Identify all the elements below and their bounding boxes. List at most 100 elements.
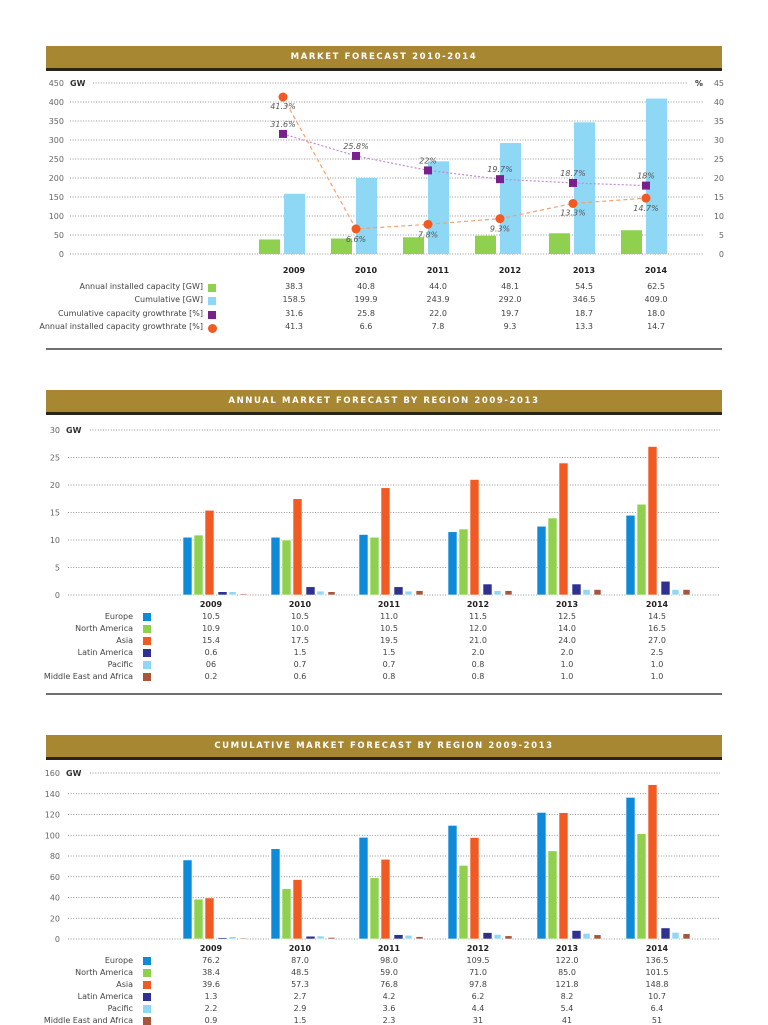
- table-cell: 24.0: [558, 636, 576, 645]
- legend-label: Middle East and Africa: [43, 672, 133, 681]
- legend-label: Latin America: [77, 648, 133, 657]
- table-cell: 11.5: [469, 612, 487, 621]
- table-cell: 1.5: [293, 1016, 307, 1025]
- table-cell: 6.4: [650, 1004, 664, 1013]
- bar-latin-america-2010: [305, 935, 316, 940]
- table-cell: 122.0: [555, 956, 579, 965]
- point-label: 19.7%: [487, 165, 512, 174]
- table-cell: 27.0: [648, 636, 666, 645]
- y-tick-left: 300: [49, 136, 64, 145]
- bar-cumulative-2010: [356, 178, 377, 254]
- bar-north-america-2013: [547, 517, 558, 596]
- point-label: 7.8%: [418, 230, 438, 239]
- table-cell: 54.5: [575, 282, 593, 291]
- table-cell: 0.7: [293, 660, 307, 669]
- year-header: 2010: [288, 600, 312, 609]
- table-cell: 6.6: [359, 322, 373, 331]
- bar-asia-2010: [292, 879, 303, 940]
- point-cumulative-growth-2014: [642, 181, 650, 190]
- bar-asia-2013: [558, 812, 569, 940]
- bar-north-america-2009: [193, 898, 204, 940]
- bar-europe-2013: [536, 525, 547, 596]
- table-cell: 0.9: [204, 1016, 218, 1025]
- year-header: 2009: [282, 266, 306, 275]
- legend-swatch-icon: [143, 649, 151, 657]
- point-annual-growth-2013: [568, 198, 578, 208]
- table-cell: 40.8: [357, 282, 375, 291]
- legend-label: North America: [75, 624, 133, 633]
- bar-annual-2014: [621, 230, 642, 254]
- y-tick-left: 100: [49, 212, 64, 221]
- legend-label: Europe: [104, 956, 133, 965]
- bar-latin-america-2011: [393, 934, 404, 940]
- table-cell: 76.2: [202, 956, 220, 965]
- bar-middle-east-and-africa-2010: [327, 937, 336, 940]
- bar-latin-america-2009: [217, 937, 228, 940]
- bar-latin-america-2013: [571, 930, 582, 940]
- y-tick-left: 50: [54, 231, 64, 240]
- table-cell: 25.8: [357, 309, 375, 318]
- table-cell: 0.8: [471, 672, 485, 681]
- bar-annual-2009: [259, 239, 280, 254]
- y-tick-right: 10: [714, 212, 724, 221]
- right-axis-unit: %: [695, 79, 703, 88]
- bar-north-america-2014: [636, 503, 647, 596]
- bar-middle-east-and-africa-2014: [682, 589, 691, 596]
- legend-swatch-icon: [143, 1005, 151, 1013]
- table-cell: 39.6: [202, 980, 220, 989]
- bar-asia-2009: [204, 509, 215, 596]
- y-tick: 80: [50, 852, 60, 861]
- y-tick: 160: [45, 769, 60, 778]
- bar-middle-east-and-africa-2014: [682, 933, 691, 940]
- legend-swatch-icon: [143, 613, 151, 621]
- y-tick: 100: [45, 831, 60, 840]
- point-annual-growth-2014: [641, 193, 651, 203]
- year-header: 2010: [354, 266, 378, 275]
- bar-pacific-2012: [493, 590, 502, 596]
- y-tick: 0: [55, 935, 60, 944]
- table-cell: 10.7: [648, 992, 666, 1001]
- bar-middle-east-and-africa-2012: [504, 590, 513, 596]
- bar-pacific-2009: [228, 591, 237, 596]
- legend-swatch-icon: [143, 1017, 151, 1025]
- table-cell: 44.0: [429, 282, 447, 291]
- bar-asia-2012: [469, 479, 480, 596]
- legend-label: Pacific: [107, 660, 133, 669]
- y-tick-right: 30: [714, 136, 724, 145]
- year-header: 2014: [645, 600, 669, 609]
- bar-cumulative-2009: [284, 193, 305, 254]
- point-cumulative-growth-2011: [424, 166, 432, 175]
- legend-label: Cumulative capacity growthrate [%]: [58, 309, 203, 318]
- legend-swatch-icon: [208, 284, 216, 292]
- y-tick-right: 20: [714, 174, 724, 183]
- table-cell: 9.3: [503, 322, 517, 331]
- table-cell: 97.8: [469, 980, 487, 989]
- bar-cumulative-2012: [500, 143, 521, 254]
- table-cell: 85.0: [558, 968, 576, 977]
- table-cell: 38.3: [285, 282, 303, 291]
- bar-cumulative-2011: [428, 161, 449, 254]
- bar-europe-2012: [447, 825, 458, 940]
- table-cell: 0.8: [382, 672, 396, 681]
- year-header: 2014: [645, 944, 669, 953]
- chart1-divider: [46, 348, 722, 350]
- table-cell: 18.7: [575, 309, 593, 318]
- legend-swatch-icon: [143, 981, 151, 989]
- y-tick: 20: [50, 914, 60, 923]
- year-header: 2010: [288, 944, 312, 953]
- bar-latin-america-2012: [482, 932, 493, 940]
- y-tick: 30: [50, 426, 60, 435]
- point-annual-growth-2011: [423, 219, 433, 229]
- bar-middle-east-and-africa-2009: [239, 593, 248, 596]
- year-header: 2011: [426, 266, 450, 275]
- legend-label: Latin America: [77, 992, 133, 1001]
- bar-europe-2013: [536, 812, 547, 940]
- table-cell: 41: [561, 1016, 573, 1025]
- y-tick: 40: [50, 894, 60, 903]
- legend-swatch-icon: [143, 637, 151, 645]
- table-cell: 76.8: [380, 980, 398, 989]
- table-cell: 14.0: [558, 624, 576, 633]
- y-tick-right: 35: [714, 117, 724, 126]
- table-cell: 48.1: [501, 282, 519, 291]
- legend-label: Annual installed capacity [GW]: [79, 282, 203, 291]
